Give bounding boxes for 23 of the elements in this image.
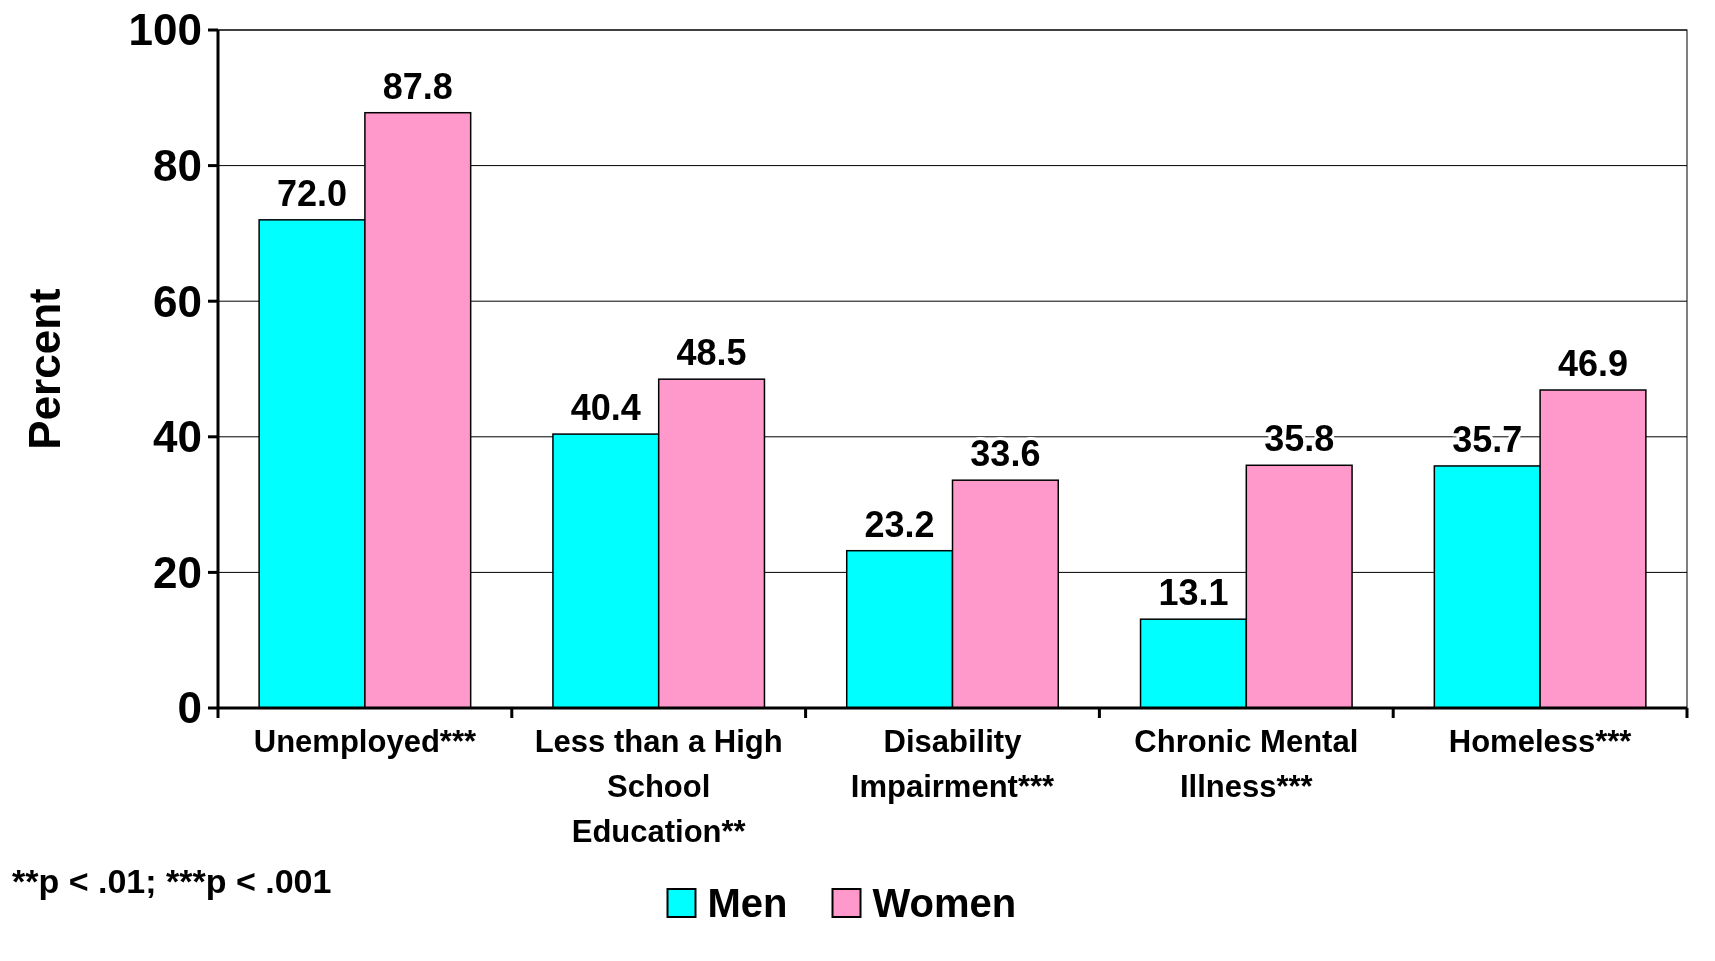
y-tick-label: 80 bbox=[153, 141, 202, 190]
data-label: 40.4 bbox=[570, 387, 641, 429]
y-tick-label: 20 bbox=[153, 547, 202, 597]
data-label: 23.2 bbox=[864, 503, 935, 545]
x-tick-label: Homeless*** bbox=[1448, 724, 1633, 759]
x-tick-label: Disability Impairment*** bbox=[850, 724, 1056, 804]
y-tick-label: 60 bbox=[153, 276, 202, 326]
x-tick-label: Less than a High School Education** bbox=[534, 724, 783, 849]
data-label: 33.6 bbox=[970, 433, 1041, 475]
y-tick-label: 40 bbox=[153, 412, 202, 462]
x-tick-label: Unemployed*** bbox=[253, 724, 477, 759]
data-label: 13.1 bbox=[1158, 572, 1229, 614]
x-tick-label: Chronic Mental Illness*** bbox=[1134, 724, 1359, 804]
data-label: 46.9 bbox=[1557, 343, 1629, 385]
data-label: 87.8 bbox=[382, 65, 453, 107]
y-tick-label: 0 bbox=[177, 683, 202, 733]
legend-label: Men bbox=[707, 881, 788, 925]
text: **p < .01; ***p < .001 bbox=[12, 862, 332, 900]
data-label: 72.0 bbox=[276, 172, 348, 214]
y-axis-title: Percent bbox=[20, 287, 69, 450]
data-label: 48.5 bbox=[676, 332, 747, 374]
legend-label: Women bbox=[872, 881, 1017, 925]
y-tick-label: 100 bbox=[128, 5, 202, 55]
